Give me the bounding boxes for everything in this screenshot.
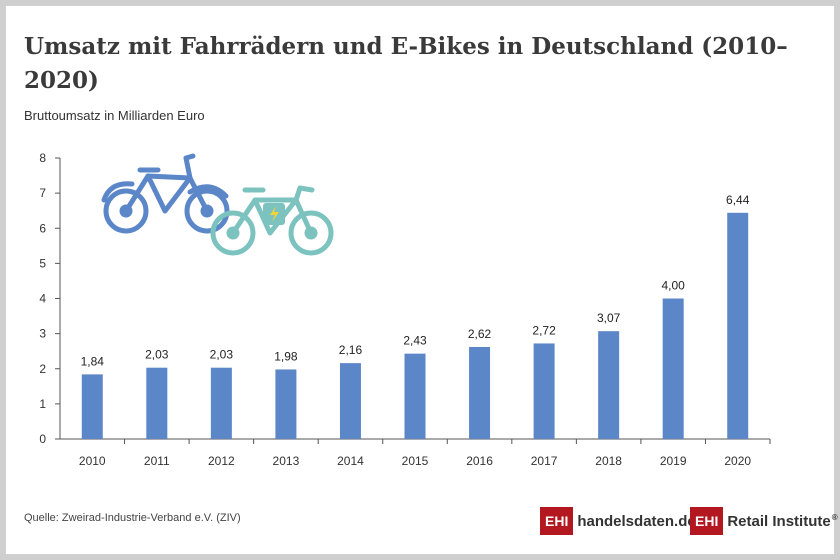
ehi-logo-box: EHI — [690, 507, 724, 535]
ehi-logo-text: Retail Institute® — [723, 513, 837, 530]
x-tick-label: 2015 — [402, 454, 429, 468]
bar-value-label: 2,16 — [339, 343, 363, 357]
handelsdaten-logo: EHI handelsdaten.de — [540, 507, 696, 535]
x-tick-label: 2013 — [273, 454, 300, 468]
x-tick-label: 2010 — [79, 454, 106, 468]
bar-2019 — [662, 298, 684, 439]
x-tick-label: 2017 — [531, 454, 558, 468]
bar-series: 1,84 2,03 2,03 1,98 2,16 2,43 2,62 2,72 3,07 4,00… — [81, 193, 750, 439]
x-tick-label: 2011 — [144, 454, 170, 468]
y-tick-label: 7 — [39, 186, 46, 200]
bar-value-label: 1,84 — [81, 354, 105, 368]
chart-frame — [6, 6, 834, 554]
y-tick-label: 1 — [39, 397, 46, 411]
bar-value-label: 2,43 — [403, 334, 427, 348]
chart-axes: 0 1 2 3 4 5 6 7 8 2010 2011 2012 2013 2014 2015 2016 201… — [39, 151, 771, 468]
bar-2016 — [469, 346, 491, 439]
y-tick-label: 3 — [39, 327, 46, 341]
bar-value-label: 6,44 — [726, 193, 750, 207]
bar-value-label: 4,00 — [662, 279, 686, 293]
x-tick-label: 2020 — [724, 454, 751, 468]
y-tick-label: 2 — [39, 362, 46, 376]
x-tick-label: 2012 — [208, 454, 235, 468]
bar-2018 — [598, 331, 620, 439]
bar-2011 — [146, 367, 168, 439]
y-tick-label: 8 — [39, 151, 46, 165]
source-note: Quelle: Zweirad-Industrie-Verband e.V. (… — [24, 512, 241, 524]
ehi-retail-institute-logo: EHI Retail Institute® — [690, 507, 838, 535]
x-tick-label: 2018 — [595, 454, 622, 468]
bicycle-icon — [101, 153, 230, 234]
x-tick-label: 2016 — [466, 454, 493, 468]
e-bike-icon — [210, 185, 334, 256]
bar-value-label: 2,03 — [145, 348, 169, 362]
bar-value-label: 2,62 — [468, 327, 492, 341]
y-tick-label: 4 — [39, 292, 46, 306]
y-tick-label: 6 — [39, 221, 46, 235]
bar-2020 — [727, 212, 749, 439]
x-tick-label: 2019 — [660, 454, 687, 468]
ehi-logo-label: Retail Institute — [727, 512, 831, 530]
bar-2012 — [210, 367, 232, 439]
bar-value-label: 1,98 — [274, 349, 298, 363]
bar-value-label: 3,07 — [597, 311, 621, 325]
bar-2010 — [81, 374, 103, 439]
bar-2017 — [533, 343, 555, 439]
bar-2013 — [275, 369, 297, 439]
bikes-illustration — [101, 153, 334, 256]
y-tick-label: 0 — [39, 432, 46, 446]
bar-2015 — [404, 353, 426, 439]
bar-value-label: 2,03 — [210, 348, 234, 362]
ehi-logo-box: EHI — [540, 507, 574, 535]
registered-mark: ® — [831, 512, 838, 522]
chart-subtitle: Bruttoumsatz in Milliarden Euro — [24, 108, 205, 123]
handelsdaten-logo-text: handelsdaten.de — [577, 512, 696, 530]
y-tick-label: 5 — [39, 256, 46, 270]
bar-value-label: 2,72 — [532, 323, 556, 337]
x-tick-label: 2014 — [337, 454, 364, 468]
chart-title: Umsatz mit Fahrrädern und E-Bikes in Deu… — [24, 33, 788, 94]
bar-2014 — [339, 363, 361, 439]
